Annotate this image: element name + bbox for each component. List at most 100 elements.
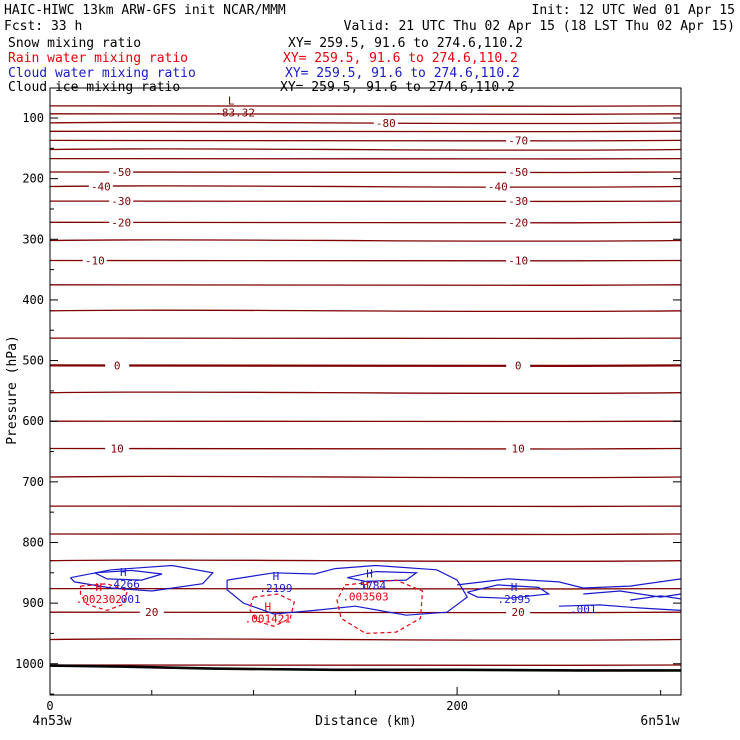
isotherm-line-15 [50,337,681,340]
isotherm-line-1 [50,112,681,115]
rain-max-symbol-1: H [264,600,271,613]
isotherm-line-27 [50,664,681,666]
cloud-water-max-symbol-1: H [273,570,280,583]
isotherm-label-bg [506,165,531,178]
rain-max-symbol-2: H [362,579,369,592]
isotherm--30 [50,200,681,203]
init-time: Init: 12 UTC Wed 01 Apr 15 [532,3,736,18]
low-center-symbol: L [228,95,235,108]
cloud-water-max-value-2: .5784 [353,580,386,593]
isotherm-label-bg [506,195,531,208]
isotherm-label-0-0: 0 [114,359,121,372]
plot-frame [49,87,682,696]
isotherm-label--30-1: -30 [508,195,528,208]
y-tick-label-1000: 1000 [15,657,44,671]
isotherm-label-10-1: 10 [512,442,525,455]
field-rain-xy: XY= 259.5, 91.6 to 274.6,110.2 [283,51,518,66]
field-snow-name: Snow mixing ratio [8,36,141,51]
ground-line [50,664,681,672]
isotherm-line-17 [50,391,681,395]
isotherm-label--70-0: -70 [508,134,528,147]
isotherm-label--40-0: -40 [91,181,111,194]
isotherm-label-bg [506,216,531,229]
isotherm-label-bg [82,254,107,267]
run-title: HAIC-HIWC 13km ARW-GFS init NCAR/MMM [4,3,286,18]
cloud-water-contour-8 [558,604,681,611]
isotherm-20 [50,611,681,614]
isotherm-line-3 [50,130,681,133]
x-axis-label: Distance (km) [315,714,417,729]
field-rain-name: Rain water mixing ratio [8,51,188,66]
isotherm-line-0 [50,104,681,107]
isotherm--20 [50,221,681,224]
isotherm-label-bg [506,442,531,455]
rain-max-value-1: .001421 [245,612,291,625]
y-tick-label-900: 900 [22,596,44,610]
y-axis-label: Pressure (hPa) [5,335,20,445]
cloud-water-max-symbol-3: H [511,581,518,594]
isotherm-line-11 [50,239,681,242]
x-tick-label-0: 0 [46,699,53,713]
isotherm-line-22 [50,532,681,536]
cloud-water-contour-5 [467,584,551,599]
isotherm-line-6 [50,157,681,160]
x-tick-label-200: 200 [446,699,468,713]
y-tick-label-300: 300 [22,232,44,246]
isotherm-label--20-0: -20 [111,216,131,229]
isotherm-label--20-1: -20 [508,216,528,229]
isotherm-label-bg [105,442,130,455]
isotherm--80 [50,121,681,125]
y-tick-label-600: 600 [22,414,44,428]
rain-contour-1 [248,593,296,627]
isotherm-label-bg [109,216,134,229]
plot-content: -80-70-50 -50-40 -40-30 -30-20 -20-10 -100 010… [50,95,681,672]
cloud-water-contour-label-1: .001 [570,603,597,616]
y-tick-label-100: 100 [22,111,44,125]
rain-contour-0 [79,583,129,612]
isotherm-label-bg [485,180,510,193]
isotherm-label--40-1: -40 [488,181,508,194]
isotherm-label--10-1: -10 [508,255,528,268]
isotherm-label--50-1: -50 [508,166,528,179]
cloud-water-max-value-1: .2199 [259,582,292,595]
isotherm-label-bg [506,606,531,619]
y-tick-label-700: 700 [22,475,44,489]
isotherm-10 [50,447,681,450]
isotherm-label-bg [373,116,398,129]
forecast-hour: Fcst: 33 h [4,19,82,34]
isotherm-label--50-0: -50 [111,166,131,179]
cloud-water-contour-2 [226,564,469,616]
left-endpoint-label: 4n53w [32,714,71,729]
cloud-water-contour-label-0: .001 [114,593,141,606]
isotherm-label--10-0: -10 [85,255,105,268]
isotherm-label-10-0: 10 [111,442,124,455]
rain-max-value-2: .003503 [342,591,388,604]
isotherm-line-5 [50,148,681,151]
isotherm--50 [50,170,681,174]
rain-contour-2 [336,579,424,635]
rain-max-value-0: .002302 [76,593,122,606]
low-center-value: -83.32 [215,107,255,120]
isotherm-line-26 [50,638,681,641]
field-cloud-water-name: Cloud water mixing ratio [8,66,196,81]
isotherm-label-0-1: 0 [515,359,522,372]
y-tick-label-500: 500 [22,354,44,368]
isotherm--70 [50,139,681,142]
rain-max-symbol-0: H [96,581,103,594]
cloud-water-contour-0 [69,564,214,592]
valid-time: Valid: 21 UTC Thu 02 Apr 15 (18 LST Thu … [344,19,735,34]
isotherm-line-13 [50,283,681,286]
cloud-water-contour-3 [347,570,419,582]
cloud-water-max-symbol-2: H [366,568,373,581]
isotherm-label--30-0: -30 [111,195,131,208]
field-cloud-water-xy: XY= 259.5, 91.6 to 274.6,110.2 [285,66,520,81]
cloud-water-max-value-0: .4266 [107,578,140,591]
isotherm-label-bg [109,165,134,178]
isotherm-line-18 [50,420,681,423]
y-tick-label-400: 400 [22,293,44,307]
isotherm-line-21 [50,505,681,508]
isotherm-label-bg [506,254,531,267]
